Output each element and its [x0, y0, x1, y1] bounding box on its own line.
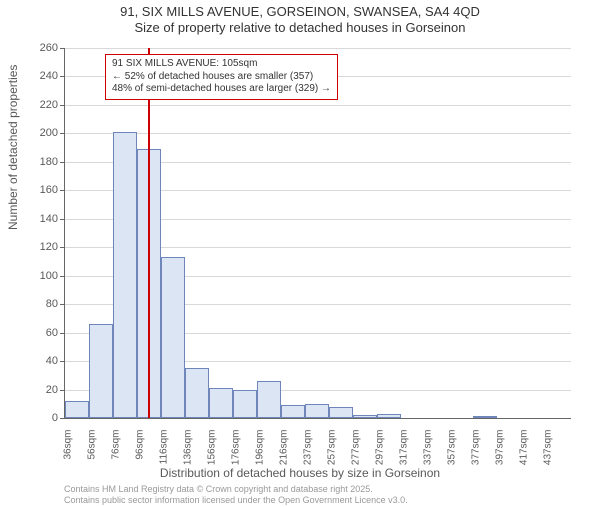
footer-line2: Contains public sector information licen… [64, 495, 408, 506]
ytick-label: 80 [22, 298, 58, 310]
ytick-label: 160 [22, 184, 58, 196]
gridline [65, 133, 571, 134]
ytick-mark [60, 418, 65, 419]
ytick-mark [60, 48, 65, 49]
xtick-label: 357sqm [447, 430, 458, 472]
xtick-label: 297sqm [375, 430, 386, 472]
title-line2: Size of property relative to detached ho… [0, 20, 600, 36]
title-line1: 91, SIX MILLS AVENUE, GORSEINON, SWANSEA… [0, 4, 600, 20]
histogram-bar [89, 324, 113, 418]
ytick-label: 100 [22, 270, 58, 282]
histogram-bar [353, 415, 377, 418]
gridline [65, 48, 571, 49]
ytick-mark [60, 105, 65, 106]
ytick-mark [60, 390, 65, 391]
xtick-label: 216sqm [279, 430, 290, 472]
plot-area: 91 SIX MILLS AVENUE: 105sqm ← 52% of det… [64, 48, 571, 419]
ytick-mark [60, 162, 65, 163]
ytick-label: 240 [22, 70, 58, 82]
xtick-label: 417sqm [519, 430, 530, 472]
ytick-mark [60, 276, 65, 277]
ytick-label: 20 [22, 384, 58, 396]
ytick-mark [60, 333, 65, 334]
histogram-bar [233, 390, 257, 418]
ytick-mark [60, 190, 65, 191]
histogram-bar [113, 132, 137, 418]
ytick-mark [60, 247, 65, 248]
xtick-label: 257sqm [327, 430, 338, 472]
reference-line [148, 48, 150, 418]
ytick-label: 220 [22, 99, 58, 111]
xtick-label: 437sqm [543, 430, 554, 472]
ytick-label: 40 [22, 355, 58, 367]
ytick-label: 200 [22, 127, 58, 139]
gridline [65, 105, 571, 106]
histogram-bar [257, 381, 281, 418]
y-axis-label: Number of detached properties [6, 65, 20, 230]
xtick-label: 277sqm [351, 430, 362, 472]
chart-title: 91, SIX MILLS AVENUE, GORSEINON, SWANSEA… [0, 4, 600, 37]
histogram-bar [305, 404, 329, 418]
xtick-label: 56sqm [87, 430, 98, 472]
chart-container: 91, SIX MILLS AVENUE, GORSEINON, SWANSEA… [0, 0, 600, 500]
xtick-label: 196sqm [255, 430, 266, 472]
ytick-mark [60, 219, 65, 220]
xtick-label: 237sqm [303, 430, 314, 472]
ytick-label: 260 [22, 42, 58, 54]
xtick-label: 377sqm [471, 430, 482, 472]
xtick-label: 397sqm [495, 430, 506, 472]
footer-line1: Contains HM Land Registry data © Crown c… [64, 484, 408, 495]
histogram-bar [281, 405, 305, 418]
xtick-label: 96sqm [135, 430, 146, 472]
ytick-mark [60, 76, 65, 77]
footer-attribution: Contains HM Land Registry data © Crown c… [64, 484, 408, 507]
histogram-bar [209, 388, 233, 418]
annotation-box: 91 SIX MILLS AVENUE: 105sqm ← 52% of det… [105, 54, 338, 100]
ytick-mark [60, 133, 65, 134]
histogram-bar [473, 416, 497, 418]
xtick-label: 156sqm [207, 430, 218, 472]
ytick-label: 140 [22, 213, 58, 225]
ytick-label: 60 [22, 327, 58, 339]
ytick-mark [60, 304, 65, 305]
ytick-label: 180 [22, 156, 58, 168]
histogram-bar [161, 257, 185, 418]
ytick-label: 120 [22, 241, 58, 253]
histogram-bar [185, 368, 209, 418]
xtick-label: 317sqm [399, 430, 410, 472]
histogram-bar [329, 407, 353, 418]
xtick-label: 337sqm [423, 430, 434, 472]
histogram-bar [377, 414, 401, 418]
xtick-label: 136sqm [183, 430, 194, 472]
ytick-label: 0 [22, 412, 58, 424]
histogram-bar [65, 401, 89, 418]
ytick-mark [60, 361, 65, 362]
annotation-line3: 48% of semi-detached houses are larger (… [112, 83, 331, 96]
xtick-label: 36sqm [63, 430, 74, 472]
xtick-label: 176sqm [231, 430, 242, 472]
annotation-line1: 91 SIX MILLS AVENUE: 105sqm [112, 58, 331, 71]
annotation-line2: ← 52% of detached houses are smaller (35… [112, 71, 331, 84]
xtick-label: 116sqm [159, 430, 170, 472]
xtick-label: 76sqm [111, 430, 122, 472]
